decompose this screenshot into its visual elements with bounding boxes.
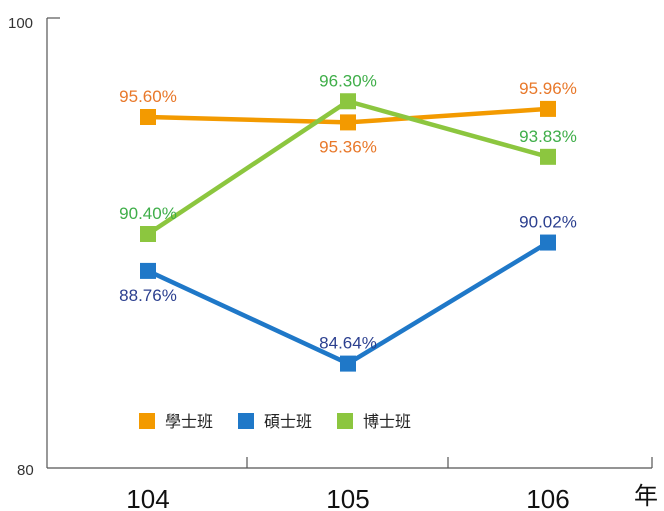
legend-label: 碩士班	[264, 412, 312, 431]
data-label: 96.30%	[319, 71, 377, 90]
data-label: 95.96%	[519, 79, 577, 98]
data-point-marker	[140, 109, 156, 125]
data-point-marker	[140, 262, 156, 279]
legend-label: 博士班	[363, 412, 411, 431]
data-label: 95.60%	[119, 87, 177, 106]
x-axis-unit-label: 年	[634, 482, 658, 510]
x-tick-label: 105	[326, 484, 369, 511]
data-label: 95.36%	[319, 137, 377, 156]
series-layer	[140, 93, 556, 372]
data-label: 93.83%	[519, 127, 577, 146]
legend-swatch	[139, 413, 155, 429]
x-tick-label: 104	[126, 484, 169, 511]
data-point-marker	[340, 355, 356, 372]
data-point-marker	[540, 100, 556, 117]
data-label: 88.76%	[119, 286, 177, 305]
legend: 學士班 碩士班 博士班	[139, 412, 411, 431]
x-tick-label: 106	[526, 484, 569, 511]
data-point-marker	[540, 148, 556, 165]
y-axis: 100 80	[8, 15, 60, 479]
data-label: 90.02%	[519, 213, 577, 232]
legend-swatch	[238, 413, 254, 429]
legend-swatch	[337, 413, 353, 429]
data-label: 84.64%	[319, 334, 377, 353]
data-point-marker	[140, 226, 156, 242]
data-point-marker	[540, 234, 556, 251]
y-tick-label-max: 100	[8, 15, 33, 32]
data-label: 90.40%	[119, 204, 177, 223]
data-point-marker	[340, 114, 356, 131]
data-point-marker	[340, 93, 356, 110]
y-tick-label-min: 80	[17, 462, 34, 479]
x-axis: 104 105 106 年	[47, 457, 658, 511]
data-label-layer: 95.60% 95.36% 95.96% 88.76% 84.64% 90.02% 90.4…	[119, 71, 577, 352]
legend-label: 學士班	[165, 412, 213, 431]
